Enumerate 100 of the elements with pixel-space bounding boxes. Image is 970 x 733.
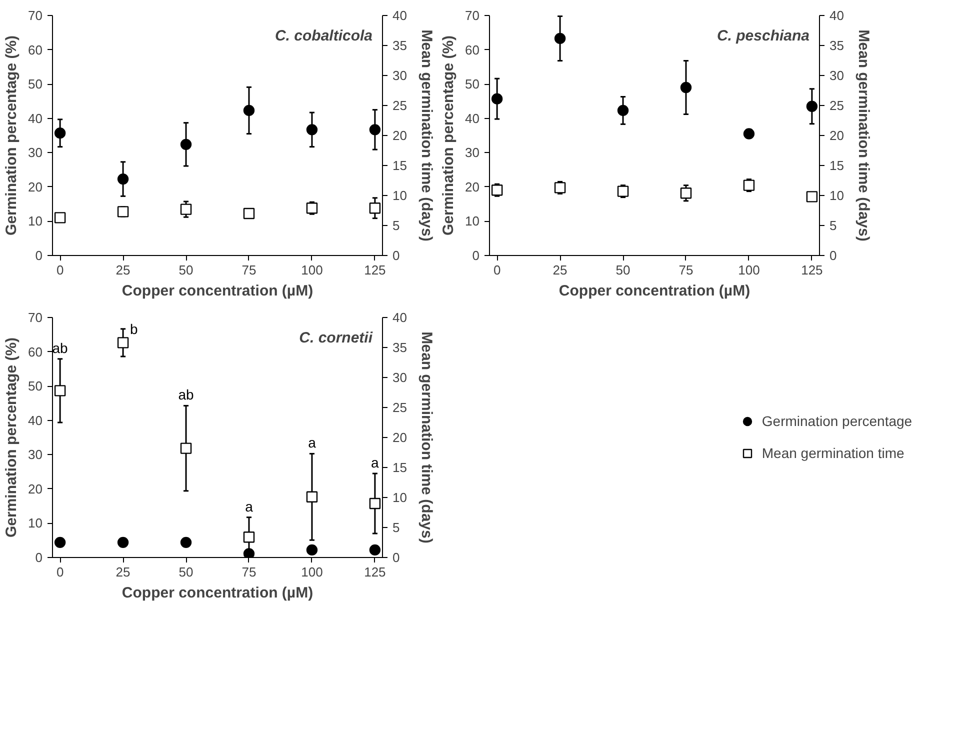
point	[743, 128, 755, 140]
x-tick-label: 25	[552, 262, 568, 278]
point	[306, 124, 318, 136]
point	[369, 124, 381, 136]
y-tick-label: 60	[465, 42, 480, 58]
y-tick-label: 0	[472, 248, 480, 263]
y-tick-label: 10	[28, 214, 43, 229]
y2-tick-label: 10	[392, 188, 407, 203]
y2-tick-label: 25	[830, 98, 844, 113]
y-tick-label: 20	[28, 179, 43, 194]
y2-tick-label: 0	[392, 248, 400, 263]
y-tick-label: 20	[28, 481, 43, 496]
y2-tick-label: 0	[392, 550, 400, 565]
y-tick-label: 40	[465, 110, 480, 126]
y2-tick-label: 5	[830, 218, 837, 233]
x-tick-label: 0	[56, 564, 64, 580]
point	[117, 206, 129, 218]
annotation: ab	[52, 340, 68, 356]
y-tick-label: 40	[28, 412, 43, 428]
x-tick-label: 125	[364, 262, 386, 278]
y2-tick-label: 10	[392, 490, 407, 505]
x-tick-label: 50	[178, 262, 194, 278]
point	[806, 191, 818, 202]
y2-tick-label: 0	[830, 248, 837, 263]
y2-tick-label: 20	[392, 430, 407, 445]
point	[743, 180, 755, 191]
point	[306, 202, 318, 214]
x-tick-label: 25	[116, 564, 130, 580]
y-tick-label: 30	[465, 145, 480, 160]
y2-tick-label: 35	[392, 340, 407, 355]
point	[617, 186, 629, 197]
x-tick-label: 25	[116, 262, 130, 278]
y-tick-label: 70	[465, 8, 480, 23]
y-tick-label: 40	[28, 110, 43, 126]
y2-tick-label: 15	[392, 158, 407, 173]
x-tick-label: 50	[178, 564, 194, 580]
point	[554, 32, 566, 44]
point	[180, 138, 192, 150]
x-axis-title: Copper concentration (µM)	[122, 282, 314, 300]
y2-axis-title: Mean germination time (days)	[854, 30, 872, 242]
point	[680, 82, 692, 94]
point	[306, 491, 318, 502]
annotation: b	[130, 320, 138, 337]
y-tick-label: 20	[465, 179, 480, 194]
x-axis-title: Copper concentration (µM)	[558, 282, 750, 300]
text: C. cornetii	[299, 330, 374, 346]
annotation: a	[371, 454, 380, 470]
y2-axis-title: Mean germination time (days)	[418, 30, 435, 242]
text: C. peschiana	[716, 28, 810, 44]
y2-tick-label: 5	[392, 520, 400, 535]
y2-tick-label: 15	[830, 158, 844, 173]
text: C. cobalticola	[274, 28, 373, 44]
annotation: a	[245, 498, 254, 514]
y2-tick-label: 25	[392, 98, 407, 113]
legend-label: Germination percentage	[762, 413, 912, 429]
y-tick-label: 50	[28, 378, 43, 394]
x-tick-label: 0	[56, 262, 64, 278]
annotation: a	[308, 434, 316, 451]
x-tick-label: 125	[364, 564, 386, 580]
point	[491, 93, 503, 104]
y2-tick-label: 35	[830, 38, 844, 53]
y-tick-label: 0	[35, 550, 43, 565]
point	[243, 208, 255, 220]
y2-tick-label: 40	[392, 8, 407, 23]
y-tick-label: 30	[28, 447, 43, 462]
x-tick-label: 0	[493, 262, 501, 278]
x-axis-title: Copper concentration (µM)	[122, 584, 314, 602]
y2-axis-title: Mean germination time (days)	[418, 332, 435, 544]
y-axis-title: Germination percentage (%)	[440, 35, 458, 236]
point	[369, 202, 381, 214]
y-axis-title: Germination percentage (%)	[3, 337, 20, 538]
point	[806, 100, 818, 112]
point	[180, 204, 192, 215]
y2-tick-label: 5	[392, 218, 400, 233]
y2-tick-label: 30	[392, 370, 407, 385]
x-tick-label: 125	[801, 262, 823, 278]
y2-tick-label: 30	[392, 68, 407, 83]
annotation: ab	[178, 386, 194, 403]
x-tick-label: 100	[738, 262, 760, 278]
x-tick-label: 100	[301, 564, 323, 580]
x-tick-label: 100	[301, 262, 323, 278]
point	[54, 385, 66, 396]
x-tick-label: 75	[242, 564, 256, 580]
point	[180, 442, 192, 454]
point	[680, 188, 692, 199]
point	[369, 498, 381, 510]
y-tick-label: 70	[28, 310, 43, 325]
y-axis-title: Germination percentage (%)	[3, 35, 20, 236]
y2-tick-label: 35	[392, 38, 407, 53]
x-tick-label: 50	[616, 262, 630, 278]
y-tick-label: 60	[28, 42, 43, 58]
y-tick-label: 10	[465, 214, 480, 229]
point	[554, 182, 566, 194]
y2-tick-label: 40	[830, 8, 844, 23]
point	[617, 104, 629, 116]
y-tick-label: 70	[28, 8, 43, 23]
point	[243, 104, 255, 116]
legend-label: Mean germination time	[762, 445, 904, 461]
y-tick-label: 10	[28, 516, 43, 531]
y-tick-label: 60	[28, 344, 43, 360]
